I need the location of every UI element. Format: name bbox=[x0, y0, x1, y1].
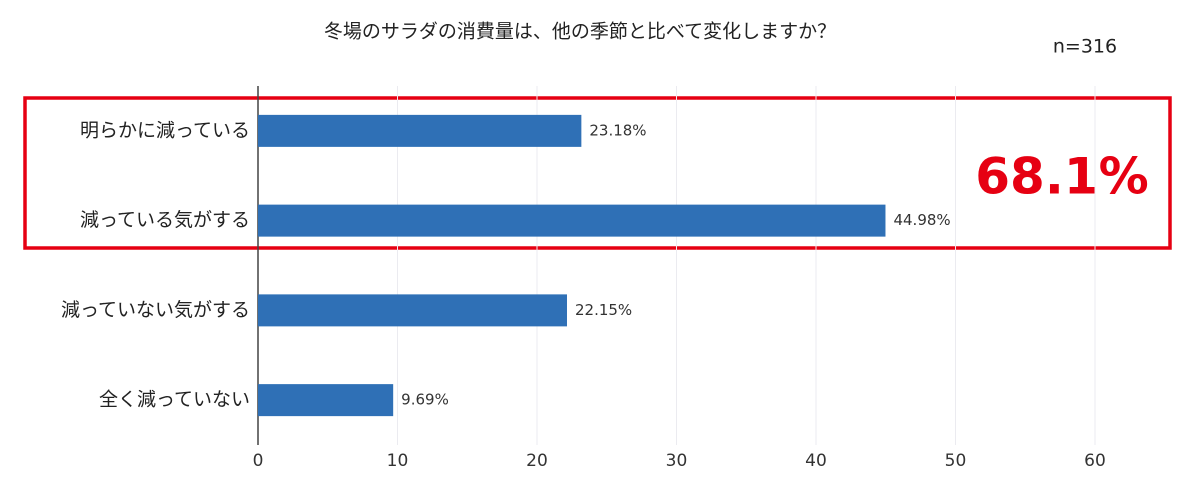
x-tick-label: 60 bbox=[1084, 451, 1106, 471]
y-tick-label: 減っている気がする bbox=[80, 209, 250, 231]
value-label: 9.69% bbox=[401, 391, 449, 409]
x-tick-label: 10 bbox=[387, 451, 409, 471]
bar bbox=[258, 384, 394, 417]
x-tick-label: 30 bbox=[666, 451, 688, 471]
y-tick-label: 明らかに減っている bbox=[80, 119, 250, 141]
bar bbox=[258, 294, 567, 327]
y-tick-label: 減っていない気がする bbox=[61, 299, 250, 321]
highlight-box bbox=[23, 96, 1172, 250]
y-tick-label: 全く減っていない bbox=[99, 389, 250, 411]
bar bbox=[258, 204, 886, 237]
sample-size: n=316 bbox=[1053, 36, 1117, 58]
x-tick-label: 40 bbox=[805, 451, 827, 471]
value-label: 23.18% bbox=[589, 121, 646, 139]
value-label: 44.98% bbox=[893, 211, 950, 229]
value-label: 22.15% bbox=[575, 301, 632, 319]
bar bbox=[258, 114, 582, 147]
highlight-label: 68.1% bbox=[975, 148, 1148, 206]
x-tick-label: 20 bbox=[526, 451, 548, 471]
x-tick-label: 50 bbox=[945, 451, 967, 471]
chart-title: 冬場のサラダの消費量は、他の季節と比べて変化しますか？ bbox=[324, 21, 836, 43]
x-tick-label: 0 bbox=[253, 451, 264, 471]
